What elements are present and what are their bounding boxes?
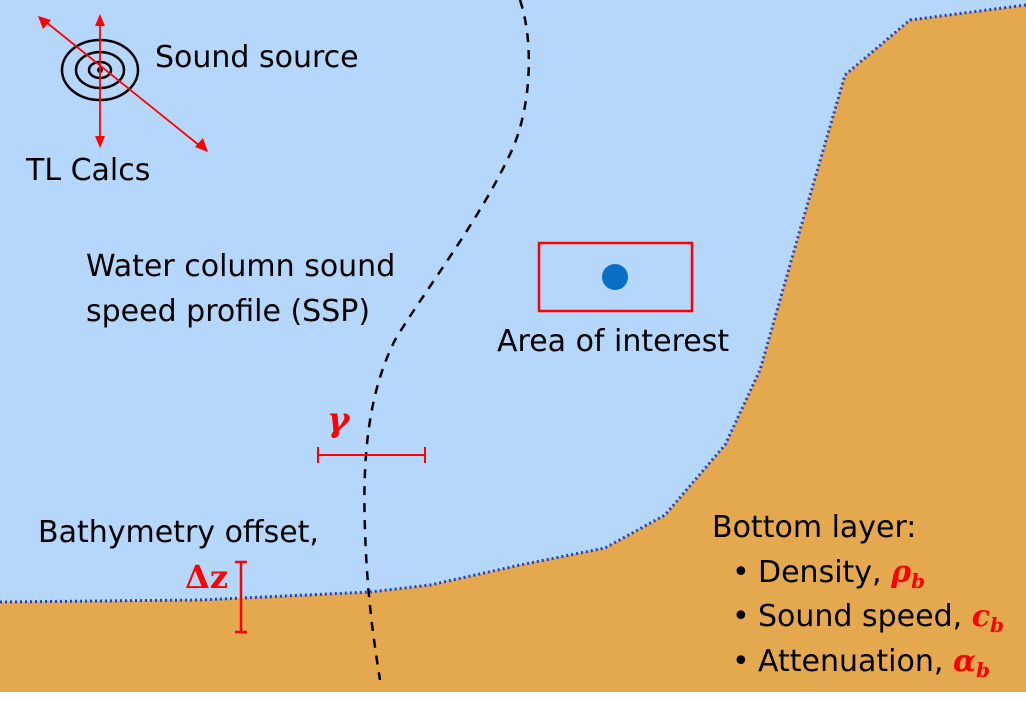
seafloor-line — [0, 3, 1026, 604]
seabed — [0, 5, 1026, 692]
tl-calc-arrows — [38, 14, 208, 152]
bottom-param-attenuation: • Attenuation, αb — [732, 644, 991, 682]
gamma-symbol: γ — [327, 400, 350, 440]
ssp-label-line1: Water column sound — [86, 249, 396, 284]
tl-calcs-label: TL Calcs — [26, 153, 151, 188]
delta-z-bar — [235, 560, 247, 634]
area-of-interest-label: Area of interest — [497, 324, 730, 359]
bottom-param-sound-speed: • Sound speed, cb — [732, 599, 1004, 637]
bottom-layer-label: Bottom layer: — [712, 510, 917, 545]
ssp-label-line2: speed profile (SSP) — [86, 294, 371, 329]
delta-z-symbol: Δz — [185, 558, 228, 596]
sound-source-label: Sound source — [155, 40, 359, 75]
ssp-dashed-line — [363, 0, 531, 681]
bathymetry-offset-label: Bathymetry offset, — [38, 515, 319, 550]
area-of-interest-point — [602, 264, 628, 290]
area-of-interest-box — [537, 241, 694, 313]
gamma-offset-bar — [317, 447, 426, 463]
bottom-param-density: • Density, ρb — [732, 555, 926, 593]
